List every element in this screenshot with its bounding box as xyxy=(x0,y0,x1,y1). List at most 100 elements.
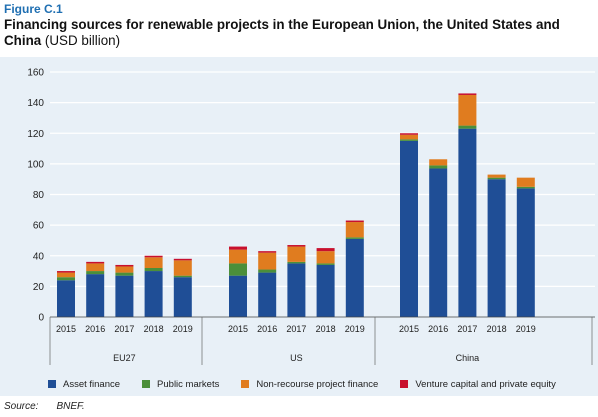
y-tick-label: 100 xyxy=(27,159,44,170)
bar-segment xyxy=(258,269,277,273)
x-axis: 2015 2016 2017 2018 2019 EU27 2015 2016 2017 2018… xyxy=(49,316,595,365)
bar-segment xyxy=(287,245,306,247)
bar-segment xyxy=(400,140,418,317)
x-tick-label: 2015 xyxy=(228,324,248,334)
x-tick-label: 2016 xyxy=(85,324,105,334)
figure-title-unit: (USD billion) xyxy=(41,33,121,48)
legend-item: Asset finance xyxy=(48,379,120,390)
bar-segment xyxy=(400,133,418,135)
legend-swatch xyxy=(142,380,151,388)
bar-segment xyxy=(57,277,75,281)
y-tick-label: 40 xyxy=(33,251,45,262)
bar-segment xyxy=(173,258,192,261)
y-tick-label: 140 xyxy=(27,98,44,109)
bar-segment xyxy=(173,275,192,278)
bar-segment xyxy=(516,177,535,187)
legend-label: Non-recourse project finance xyxy=(256,378,379,390)
y-tick-label: 120 xyxy=(27,129,44,140)
x-group-label: US xyxy=(290,353,303,363)
source-note: Source: BNEF. xyxy=(4,401,85,412)
bar-segment xyxy=(86,274,105,317)
bar-segment xyxy=(516,188,535,317)
figure-title: Financing sources for renewable projects… xyxy=(4,17,596,49)
bar-segment xyxy=(345,238,364,317)
legend-swatch xyxy=(400,380,409,388)
legend: Asset finance Public markets Non-recourse … xyxy=(48,377,578,391)
legend-item: Venture capital and private equity xyxy=(400,378,556,390)
bar-segment xyxy=(258,272,277,317)
bar-segment xyxy=(144,257,163,268)
bar-segment xyxy=(487,177,506,180)
x-tick-label: 2017 xyxy=(457,324,477,334)
bar-segment xyxy=(115,272,134,276)
bar-segment xyxy=(516,186,535,189)
figure-label: Figure C.1 xyxy=(4,2,63,16)
bar-segment xyxy=(400,139,418,141)
bar-segment xyxy=(115,275,134,317)
x-tick-label: 2019 xyxy=(345,324,365,334)
x-tick-label: 2016 xyxy=(428,324,448,334)
bar-segment xyxy=(86,261,105,264)
x-tick-label: 2017 xyxy=(114,324,134,334)
bar-segment xyxy=(258,252,277,270)
x-tick-label: 2019 xyxy=(516,324,536,334)
bar-segment xyxy=(57,280,75,317)
x-group-label: EU27 xyxy=(113,353,136,363)
legend-label: Public markets xyxy=(157,378,220,390)
bar-segment xyxy=(458,94,477,126)
bar-segment xyxy=(429,165,448,169)
y-tick-label: 80 xyxy=(33,190,45,201)
x-tick-label: 2018 xyxy=(144,324,164,334)
bar-segment xyxy=(57,271,75,273)
bar-segment xyxy=(229,263,247,276)
x-tick-label: 2016 xyxy=(257,324,277,334)
bar-segment xyxy=(458,93,477,95)
bar-segment xyxy=(229,246,247,250)
bar-segment xyxy=(487,174,506,178)
x-tick-label: 2015 xyxy=(399,324,419,334)
legend-label: Venture capital and private equity xyxy=(415,378,556,390)
bar-segment xyxy=(429,168,448,317)
bar-segment xyxy=(345,237,364,239)
source-label: Source: xyxy=(4,401,39,412)
figure-title-main: Financing sources for renewable projects… xyxy=(4,17,560,48)
x-tick-label: 2018 xyxy=(316,324,336,334)
bar-segment xyxy=(345,220,364,223)
bar-segment xyxy=(316,248,335,252)
bar-segment xyxy=(86,263,105,272)
bar-segment xyxy=(458,128,477,317)
y-tick-label: 20 xyxy=(33,282,45,293)
legend-item: Public markets xyxy=(142,379,219,390)
bar-segment xyxy=(287,261,306,264)
bar-segment xyxy=(229,249,247,264)
bars xyxy=(57,93,535,317)
bar-segment xyxy=(487,179,506,317)
y-axis: 0 20 40 60 80 100 120 140 160 xyxy=(27,68,44,324)
bar-segment xyxy=(345,222,364,238)
y-tick-label: 0 xyxy=(38,313,44,324)
y-tick-label: 160 xyxy=(27,68,44,79)
bar-segment xyxy=(144,271,163,317)
legend-swatch xyxy=(48,380,56,388)
bar-segment xyxy=(229,275,247,317)
x-tick-label: 2017 xyxy=(286,324,306,334)
bar-segment xyxy=(86,271,105,275)
x-tick-label: 2019 xyxy=(173,324,193,334)
bar-segment xyxy=(429,159,448,166)
y-tick-label: 60 xyxy=(33,221,45,232)
bar-segment xyxy=(115,264,134,267)
bar-segment xyxy=(316,263,335,265)
bar-segment xyxy=(173,260,192,276)
bar-segment xyxy=(144,255,163,258)
bar-segment xyxy=(400,134,418,140)
source-value: BNEF. xyxy=(56,401,85,412)
bar-segment xyxy=(316,251,335,264)
bar-segment xyxy=(316,264,335,317)
legend-item: Non-recourse project finance xyxy=(241,379,378,390)
bar-segment xyxy=(258,251,277,253)
bar-segment xyxy=(115,266,134,273)
bar-segment xyxy=(144,268,163,272)
bar-segment xyxy=(287,246,306,262)
legend-swatch xyxy=(241,380,250,388)
